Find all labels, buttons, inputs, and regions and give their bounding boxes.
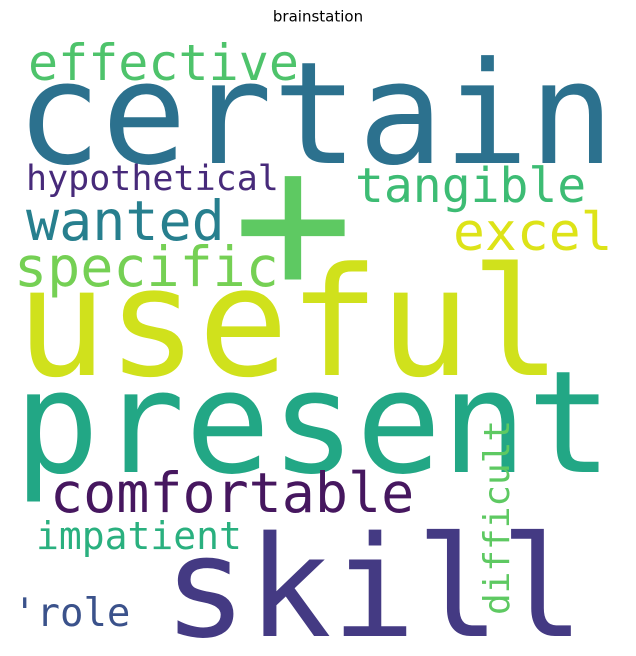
word: present [14,341,612,506]
word: impatient [36,514,242,558]
word: difficult [477,420,518,615]
word: certain [16,32,614,197]
word: specific [14,235,279,299]
word: comfortable [50,461,414,525]
word: tangible [355,158,586,214]
word: 'role [13,591,130,636]
word: + [233,106,353,339]
chart-title: brainstation [273,8,363,26]
word: excel [453,202,613,263]
word: wanted [26,189,225,253]
word: effective [28,34,299,92]
word: skill [163,507,584,656]
word: useful [16,235,561,411]
cloud-area [16,33,620,645]
word: hypothetical [26,159,279,199]
